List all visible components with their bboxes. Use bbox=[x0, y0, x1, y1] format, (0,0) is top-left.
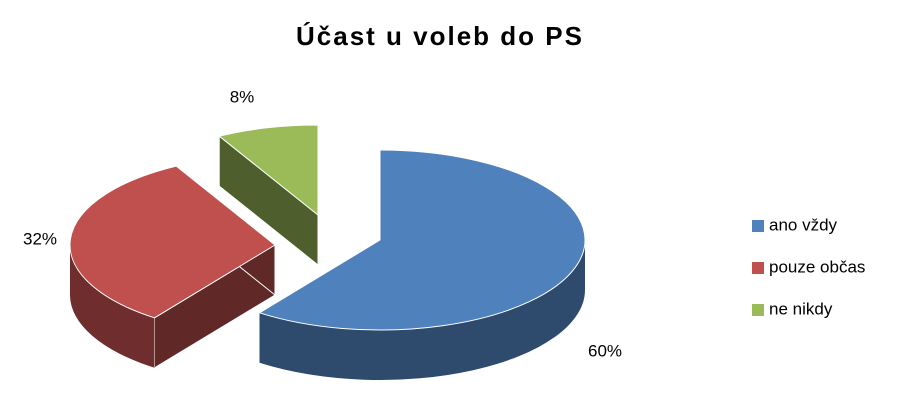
legend-swatch bbox=[752, 304, 764, 316]
legend-label: ne nikdy bbox=[769, 299, 833, 318]
slice bbox=[218, 124, 319, 267]
legend: ano vždy pouze občas ne nikdy bbox=[752, 215, 865, 318]
slice-top bbox=[69, 165, 276, 319]
data-label: 32% bbox=[23, 229, 57, 248]
slice bbox=[258, 149, 586, 380]
legend-label: pouze občas bbox=[769, 257, 865, 276]
slice-top bbox=[218, 124, 319, 217]
slice bbox=[69, 165, 276, 369]
data-label: 8% bbox=[230, 87, 255, 106]
slice-side bbox=[70, 245, 155, 368]
legend-swatch bbox=[752, 262, 764, 274]
pie: 60% 32% 8% bbox=[23, 87, 622, 380]
legend-label: ano vždy bbox=[769, 215, 838, 234]
slice-top bbox=[258, 149, 586, 331]
legend-swatch bbox=[752, 220, 764, 232]
chart-title: Účast u voleb do PS bbox=[296, 21, 584, 51]
slice-side bbox=[259, 240, 585, 380]
data-label: 60% bbox=[588, 341, 622, 360]
